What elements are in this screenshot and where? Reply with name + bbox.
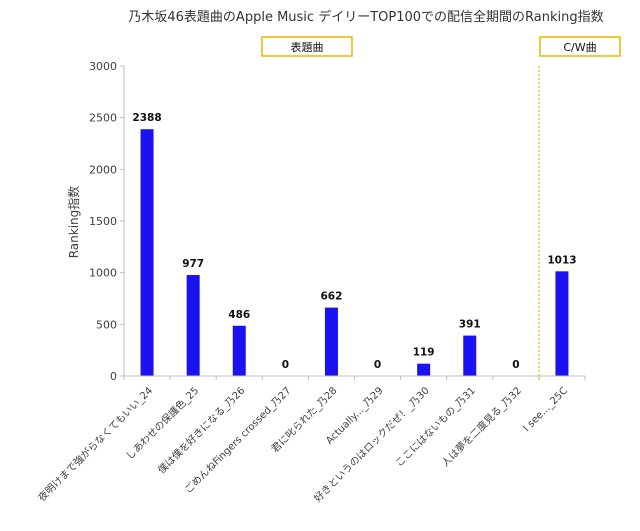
- y-tick-label: 3000: [89, 60, 117, 73]
- y-axis-label: Ranking指数: [66, 186, 81, 259]
- data-label: 391: [459, 319, 481, 331]
- x-tick-label: ここにはないもの_乃31: [393, 385, 478, 470]
- chart-title: 乃木坂46表題曲のApple Music デイリーTOP100での配信全期間のR…: [128, 9, 603, 25]
- bar: [463, 335, 477, 376]
- cw-songs-box: C/W曲: [539, 36, 621, 57]
- bar: [555, 271, 569, 376]
- x-tick-label: 僕は僕を好きになる_乃26: [155, 384, 247, 476]
- bar: [324, 307, 338, 376]
- x-tick-label: I see..._25C: [521, 385, 570, 434]
- y-tick-label: 2500: [89, 112, 117, 125]
- bar: [186, 275, 200, 376]
- data-label: 1013: [547, 254, 576, 266]
- data-label: 0: [512, 359, 519, 371]
- x-tick-label: 人は夢を二度見る_乃32: [439, 384, 524, 469]
- y-tick-label: 500: [96, 318, 117, 331]
- y-tick-label: 1000: [89, 267, 117, 280]
- y-tick-label: 0: [110, 370, 117, 383]
- bar: [232, 325, 246, 376]
- y-axis: 0 500 1000 1500 2000 2500 3000: [89, 60, 125, 383]
- y-tick-label: 2000: [89, 163, 117, 176]
- y-tick-label: 1500: [89, 215, 117, 228]
- data-label: 662: [320, 291, 342, 303]
- data-label: 119: [413, 347, 435, 359]
- bar: [140, 129, 154, 376]
- bar: [417, 363, 431, 376]
- title-songs-box: 表題曲: [261, 36, 353, 57]
- data-label: 977: [182, 258, 204, 270]
- data-label: 2388: [132, 112, 161, 124]
- data-labels: 2388 977 486 0 662 0 119 391 0 1013: [132, 112, 576, 371]
- data-label: 486: [228, 309, 250, 321]
- x-axis: 夜明けまで強がらなくてもいい_24しあわせの保護色_25僕は僕を好きになる_乃2…: [35, 375, 586, 505]
- bars: [140, 129, 569, 376]
- title-songs-box-label: 表題曲: [291, 40, 324, 54]
- data-label: 0: [374, 359, 381, 371]
- data-label: 0: [282, 359, 289, 371]
- cw-songs-box-label: C/W曲: [563, 41, 596, 54]
